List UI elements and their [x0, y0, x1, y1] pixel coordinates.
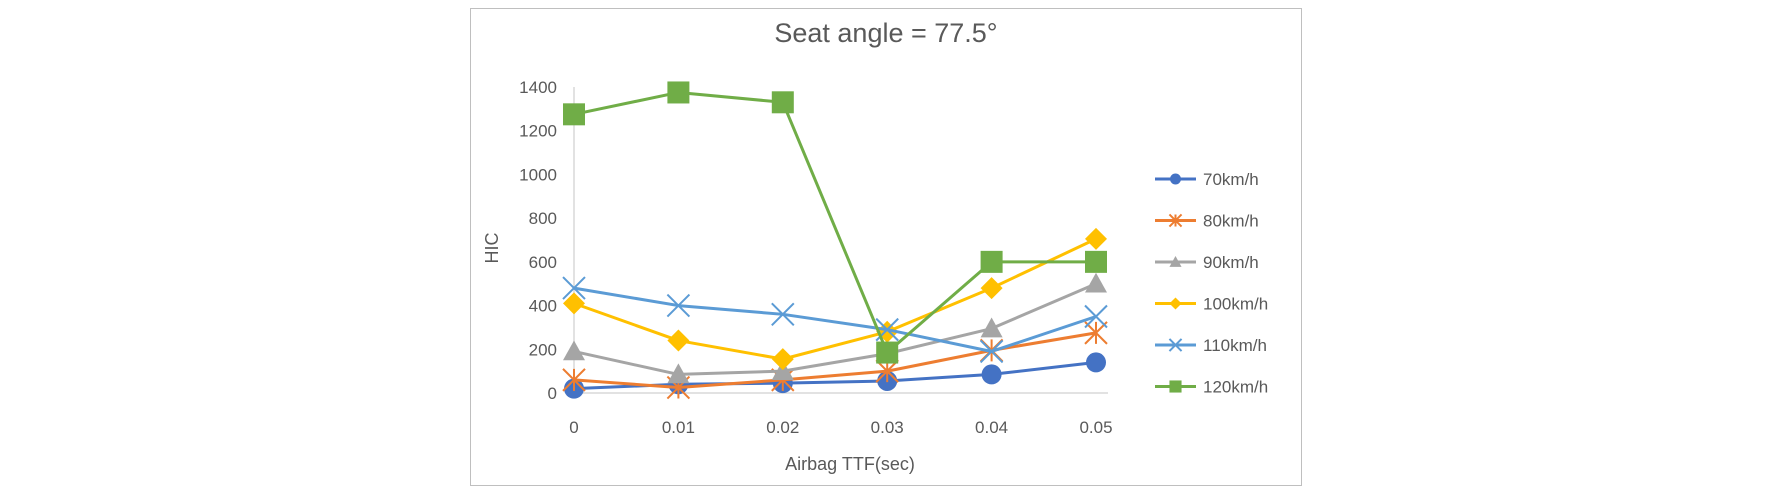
y-tick-label: 0: [548, 384, 557, 403]
legend-label: 80km/h: [1203, 212, 1259, 231]
x-axis-title: Airbag TTF(sec): [785, 454, 915, 474]
y-tick-label: 600: [529, 253, 557, 272]
x-tick-label: 0.02: [766, 418, 799, 437]
data-point-triangle: [667, 363, 690, 384]
data-point-asterisk: [1084, 321, 1108, 345]
chart-title: Seat angle = 77.5°: [774, 18, 997, 48]
legend-label: 110km/h: [1203, 336, 1267, 355]
legend-entry: 80km/h: [1155, 212, 1259, 231]
data-point-circle: [1170, 173, 1181, 185]
legend-label: 70km/h: [1203, 170, 1259, 189]
data-point-asterisk: [875, 359, 899, 383]
data-point-square: [771, 91, 794, 114]
series-110km-h: [562, 276, 1108, 364]
data-point-x: [562, 276, 586, 300]
data-point-square: [876, 341, 899, 364]
data-point-circle: [981, 364, 1002, 385]
data-point-square: [563, 103, 585, 126]
y-tick-label: 400: [529, 297, 557, 316]
data-point-diamond: [1169, 297, 1182, 310]
legend: 70km/h 80km/h 90km/h 100km/h 110km/h 120km/h: [1155, 170, 1268, 397]
series-120km-h: [563, 81, 1107, 364]
y-tick-label: 800: [529, 209, 557, 228]
chart-frame: [470, 8, 1302, 486]
y-tick-label: 1400: [519, 78, 557, 97]
data-point-circle: [1086, 352, 1106, 373]
series-line: [573, 286, 1097, 353]
data-point-x: [666, 293, 691, 318]
series-line: [573, 331, 1097, 390]
series-line: [573, 237, 1097, 361]
data-point-triangle: [1169, 255, 1182, 267]
data-point-x: [1168, 338, 1183, 352]
data-point-diamond: [771, 348, 794, 371]
data-point-square: [980, 250, 1003, 273]
legend-label: 100km/h: [1203, 295, 1268, 314]
data-point-triangle: [563, 340, 585, 361]
legend-entry: 70km/h: [1155, 170, 1259, 189]
data-point-square: [667, 81, 690, 104]
data-point-diamond: [1085, 227, 1107, 250]
data-point-asterisk: [1168, 213, 1183, 228]
data-point-triangle: [1085, 272, 1107, 293]
x-tick-label: 0.04: [975, 418, 1008, 437]
data-point-x: [771, 302, 795, 327]
series-layer: [562, 81, 1108, 400]
data-point-diamond: [667, 329, 690, 352]
data-point-diamond: [980, 277, 1003, 300]
series-line: [573, 90, 1096, 355]
x-tick-label: 0.01: [662, 418, 695, 437]
legend-label: 90km/h: [1203, 253, 1259, 272]
y-tick-label: 200: [529, 340, 557, 359]
data-point-triangle: [980, 317, 1003, 338]
y-tick-label: 1200: [519, 122, 557, 141]
data-point-asterisk: [562, 368, 586, 392]
series-line: [573, 282, 1097, 376]
x-tick-label: 0: [569, 418, 578, 437]
x-tick-label: 0.05: [1079, 418, 1112, 437]
data-point-square: [1085, 250, 1107, 273]
x-tick-label: 0.03: [871, 418, 904, 437]
legend-entry: 100km/h: [1155, 295, 1268, 314]
legend-entry: 90km/h: [1155, 253, 1259, 272]
legend-label: 120km/h: [1203, 378, 1268, 397]
y-axis-title: HIC: [482, 233, 502, 264]
data-point-x: [979, 339, 1004, 364]
legend-entry: 110km/h: [1155, 336, 1267, 355]
data-point-diamond: [563, 292, 585, 315]
data-point-x: [1084, 304, 1108, 329]
series-80km-h: [562, 321, 1108, 400]
y-tick-label: 1000: [519, 165, 557, 184]
legend-entry: 120km/h: [1155, 378, 1268, 397]
data-point-square: [1169, 380, 1182, 393]
